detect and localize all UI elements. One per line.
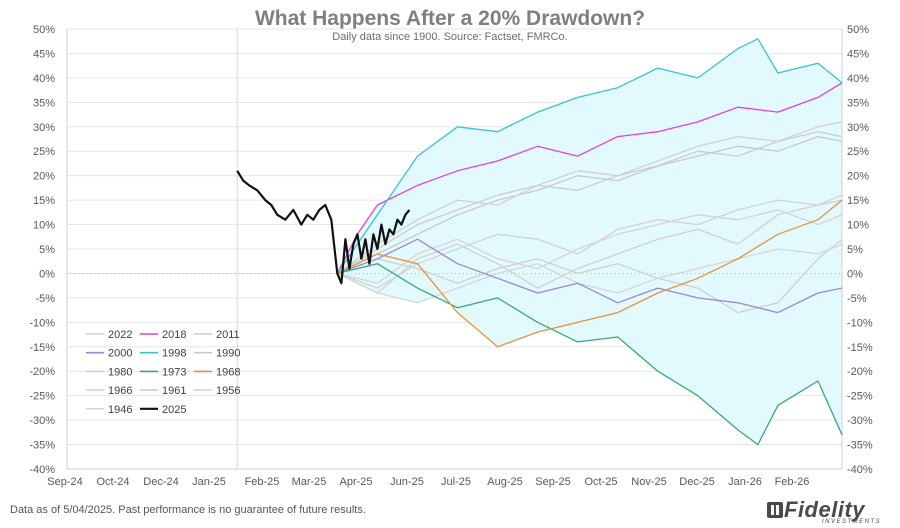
y-tick-left: 40% xyxy=(33,73,55,85)
y-tick-left: 25% xyxy=(33,146,55,158)
y-tick-right: -25% xyxy=(847,391,873,403)
y-tick-left: 35% xyxy=(33,97,55,109)
series-line-1973 xyxy=(337,263,843,446)
y-tick-right: 10% xyxy=(847,220,869,232)
x-tick-label: Jan-25 xyxy=(192,476,226,488)
y-tick-left: -15% xyxy=(29,342,55,354)
logo-subtext: INVESTMENTS xyxy=(822,519,882,525)
legend-label-2018: 2018 xyxy=(162,329,186,341)
x-tick-label: Jun-25 xyxy=(390,476,424,488)
series-line-2025 xyxy=(236,170,411,285)
series-line-1998 xyxy=(336,38,843,274)
series-line-2000 xyxy=(337,238,843,314)
chart-subtitle: Daily data since 1900. Source: Factset, … xyxy=(332,31,568,43)
legend-label-1946: 1946 xyxy=(108,404,132,416)
y-tick-right: 40% xyxy=(847,73,869,85)
y-tick-right: 20% xyxy=(847,171,869,183)
y-tick-right: -10% xyxy=(847,317,873,329)
y-tick-left: -30% xyxy=(29,415,55,427)
x-tick-label: Aug-25 xyxy=(487,476,522,488)
series-line-2011 xyxy=(336,131,843,274)
x-tick-label: Nov-25 xyxy=(631,476,666,488)
series-line-2022 xyxy=(337,199,843,294)
legend-label-1990: 1990 xyxy=(216,348,240,360)
y-tick-left: -25% xyxy=(29,391,55,403)
x-tick-label: Oct-25 xyxy=(584,476,617,488)
y-tick-left: -20% xyxy=(29,366,55,378)
series-line-1946 xyxy=(337,243,843,304)
x-tick-label: Feb-26 xyxy=(775,476,810,488)
y-tick-right: 0% xyxy=(847,268,863,280)
y-tick-left: -5% xyxy=(35,293,55,305)
y-tick-right: 25% xyxy=(847,146,869,158)
y-tick-left: 0% xyxy=(39,268,55,280)
legend-label-2000: 2000 xyxy=(108,348,132,360)
legend-label-1980: 1980 xyxy=(108,366,132,378)
y-tick-right: -40% xyxy=(847,464,873,476)
y-tick-right: 45% xyxy=(847,48,869,60)
x-tick-label: Jul-25 xyxy=(441,476,471,488)
y-tick-left: -10% xyxy=(29,317,55,329)
fidelity-logo: Fidelity INVESTMENTS xyxy=(764,497,896,525)
legend-label-1998: 1998 xyxy=(162,348,186,360)
y-tick-right: 50% xyxy=(847,24,869,36)
y-tick-right: -5% xyxy=(847,293,867,305)
y-tick-left: -35% xyxy=(29,440,55,452)
y-tick-right: 5% xyxy=(847,244,863,256)
y-tick-right: -30% xyxy=(847,415,873,427)
y-tick-right: 35% xyxy=(847,97,869,109)
x-tick-label: Feb-25 xyxy=(245,476,280,488)
range-band xyxy=(337,40,842,442)
series-line-1968 xyxy=(337,199,843,348)
x-tick-label: Sep-24 xyxy=(47,476,82,488)
y-tick-left: 10% xyxy=(33,220,55,232)
y-tick-right: 30% xyxy=(847,122,869,134)
y-tick-left: 45% xyxy=(33,48,55,60)
logo-wordmark: Fidelity xyxy=(784,497,866,522)
x-tick-label: Oct-24 xyxy=(96,476,129,488)
legend-label-2011: 2011 xyxy=(216,329,240,341)
legend-label-1973: 1973 xyxy=(162,366,186,378)
x-tick-label: Apr-25 xyxy=(339,476,372,488)
footer-note: Data as of 5/04/2025. Past performance i… xyxy=(10,504,366,516)
x-tick-label: Dec-25 xyxy=(679,476,714,488)
y-tick-left: 15% xyxy=(33,195,55,207)
legend-label-1961: 1961 xyxy=(162,385,186,397)
legend-label-1968: 1968 xyxy=(216,366,240,378)
series-line-2018 xyxy=(336,82,843,274)
y-tick-right: 15% xyxy=(847,195,869,207)
y-tick-left: 5% xyxy=(39,244,55,256)
y-tick-left: 20% xyxy=(33,171,55,183)
y-tick-left: -40% xyxy=(29,464,55,476)
x-tick-label: Sep-25 xyxy=(535,476,570,488)
y-tick-right: -35% xyxy=(847,440,873,452)
series-line-1980 xyxy=(336,121,843,274)
legend-label-2022: 2022 xyxy=(108,329,132,341)
chart-title: What Happens After a 20% Drawdown? xyxy=(254,7,646,30)
legend-label-1966: 1966 xyxy=(108,385,132,397)
series-line-1990 xyxy=(337,135,843,274)
y-tick-right: -15% xyxy=(847,342,873,354)
x-tick-label: Dec-24 xyxy=(143,476,178,488)
series-line-1956 xyxy=(337,209,843,284)
y-tick-right: -20% xyxy=(847,366,873,378)
y-tick-left: 50% xyxy=(33,24,55,36)
x-tick-label: Jan-26 xyxy=(728,476,762,488)
legend-label-1956: 1956 xyxy=(216,385,240,397)
legend-label-2025: 2025 xyxy=(162,404,186,416)
x-tick-label: Mar-25 xyxy=(292,476,327,488)
fidelity-mark-icon xyxy=(767,502,783,518)
y-tick-left: 30% xyxy=(33,122,55,134)
